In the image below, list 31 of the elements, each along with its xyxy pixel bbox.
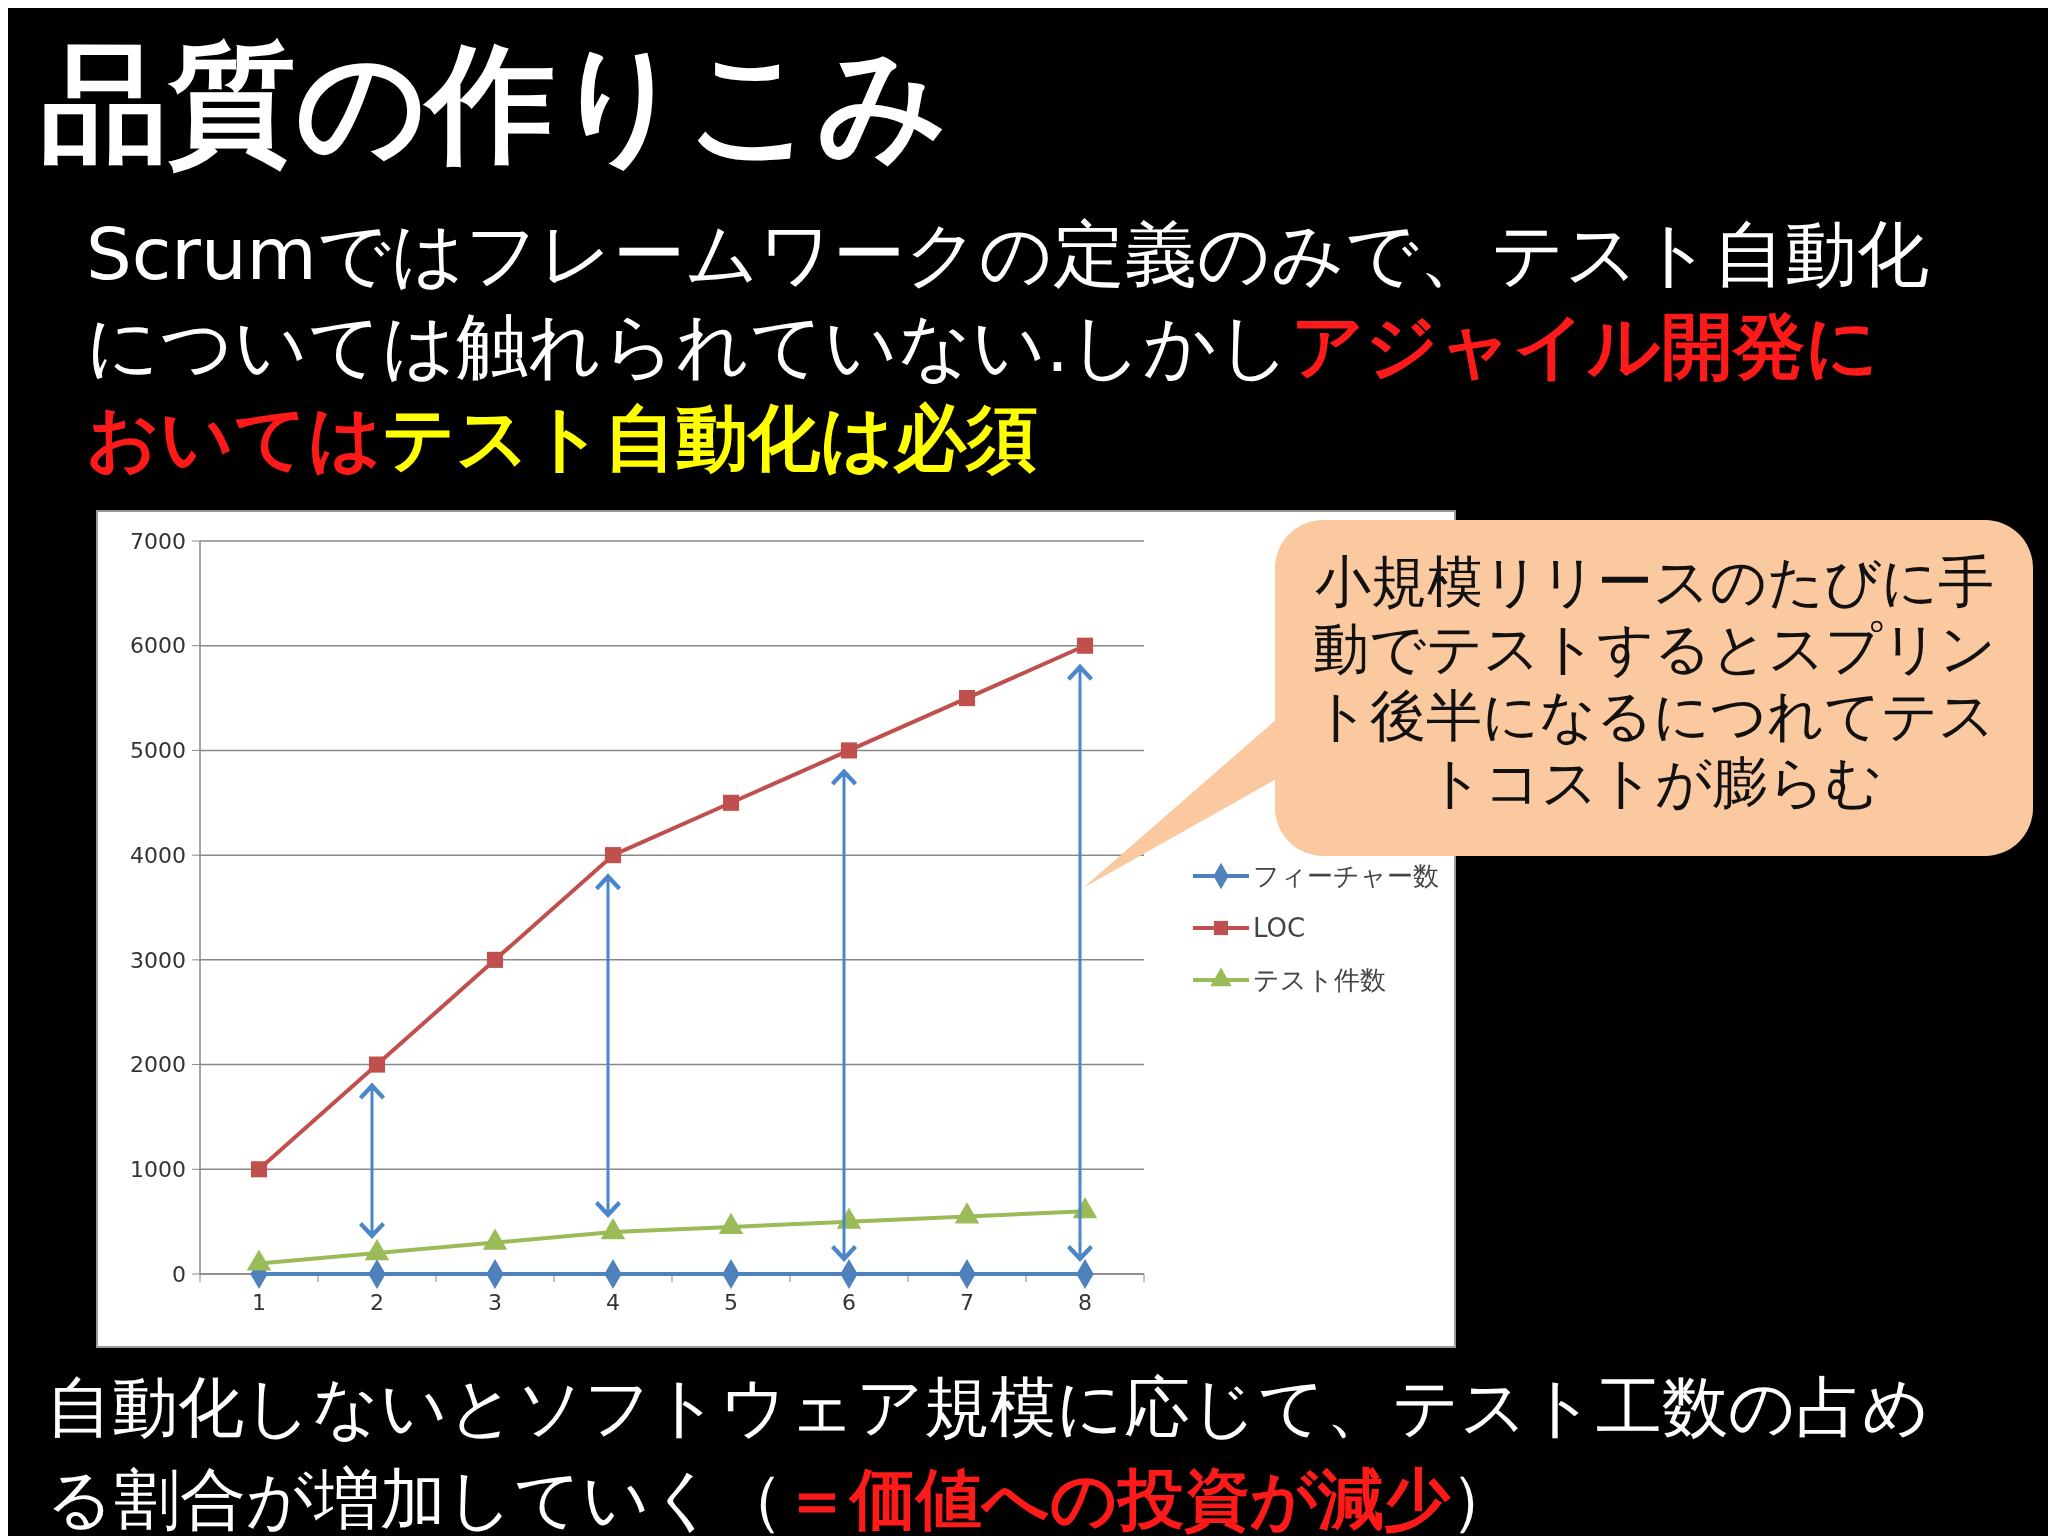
y-tick-label: 5000 bbox=[130, 738, 186, 764]
point bbox=[722, 794, 740, 811]
x-tick-label: 7 bbox=[960, 1290, 974, 1315]
y-tick-label: 2000 bbox=[130, 1052, 186, 1078]
point bbox=[368, 1056, 386, 1073]
point bbox=[486, 951, 504, 968]
text: 自動化しないとソフトウェア規模に応じて、テスト工数の占める割合が増加していく（＝価値への投資が減少） bbox=[46, 1369, 1930, 1536]
x-tick-label: 2 bbox=[370, 1290, 384, 1315]
y-tick-label: 3000 bbox=[130, 947, 186, 973]
point bbox=[840, 742, 858, 759]
point bbox=[1076, 637, 1094, 654]
x-tick-label: 5 bbox=[724, 1290, 738, 1315]
point bbox=[604, 847, 622, 864]
text: 小規模リリースのたびに手動でテストするとスプリント後半になるにつれてテストコストが膨らむ bbox=[1311, 548, 1997, 816]
x-tick-label: 8 bbox=[1078, 1290, 1092, 1315]
x-tick-label: 4 bbox=[606, 1290, 620, 1315]
y-tick-label: 0 bbox=[172, 1261, 186, 1287]
y-tick-label: 4000 bbox=[130, 842, 186, 868]
point bbox=[250, 1161, 268, 1178]
legend-label: LOC bbox=[1253, 913, 1306, 944]
y-tick-label: 1000 bbox=[130, 1156, 186, 1182]
legend-label: テスト件数 bbox=[1253, 965, 1386, 996]
x-tick-label: 3 bbox=[488, 1290, 502, 1315]
y-tick-label: 7000 bbox=[130, 528, 186, 554]
legend-label: フィーチャー数 bbox=[1253, 861, 1439, 892]
x-tick-label: 1 bbox=[252, 1290, 266, 1315]
y-tick-label: 6000 bbox=[130, 633, 186, 659]
point bbox=[958, 690, 976, 707]
x-tick-label: 6 bbox=[842, 1290, 856, 1315]
chart-title: 品質の作りこみ bbox=[40, 29, 948, 178]
text: Scrumではフレームワークの定義のみで、テスト自動化については触れられていない.しかしアジャイル開発においてはテスト自動化は必須 bbox=[86, 212, 1929, 480]
